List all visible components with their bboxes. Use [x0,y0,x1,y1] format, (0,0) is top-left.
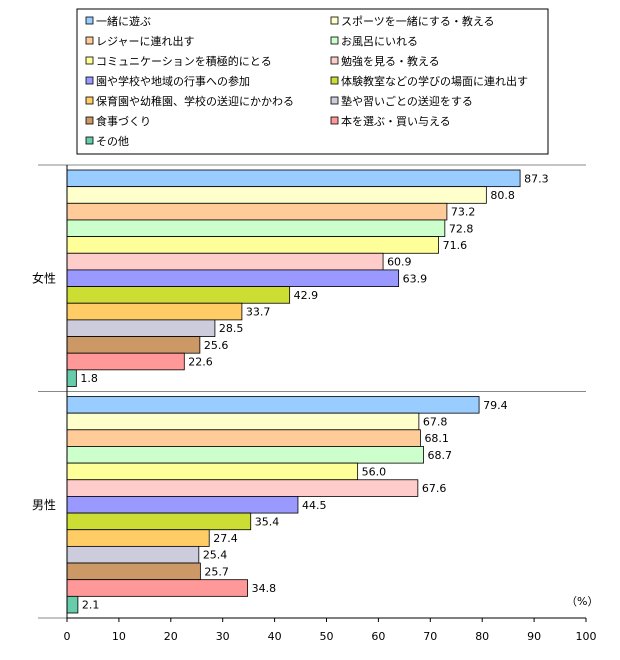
data-label: 56.0 [362,465,387,478]
x-tick-label: 0 [64,630,71,643]
x-tick-label: 20 [164,630,178,643]
legend-entry: 食事づくり [96,114,151,128]
data-label: 68.7 [428,449,453,462]
data-label: 34.8 [252,582,277,595]
legend-entry: レジャーに連れ出す [96,34,194,48]
legend-entry: 園や学校や地域の行事への参加 [96,74,250,88]
legend-swatch [85,76,94,85]
legend-entry: 塾や習いごとの送迎をする [341,94,473,108]
legend-entry: 勉強を見る・教える [341,54,440,68]
legend-swatch [85,116,94,125]
bar [66,512,252,531]
bar [66,169,521,188]
data-label: 67.8 [423,415,448,428]
legend-swatch [330,36,339,45]
bar [66,562,201,581]
bar [66,462,359,481]
category-label: 女性 [32,270,56,285]
data-label: 27.4 [213,532,238,545]
bar [66,496,299,514]
x-axis: 0 10 20 30 40 50 60 70 80 90 100 [64,165,597,643]
data-label: 67.6 [422,482,447,495]
plot-area: 87.3 80.8 73.2 72.8 71.6 60.9 63.9 42.9 33.728.5… [32,164,586,619]
legend-swatch [85,96,94,105]
legend-swatch [330,16,339,25]
x-tick-label: 10 [112,630,126,643]
legend-entry: その他 [96,135,129,148]
legend-entry: 一緒に遊ぶ [96,14,151,28]
x-tick-label: 60 [371,630,385,643]
x-tick-label: 100 [576,630,597,643]
bar [66,446,424,464]
data-label: 71.6 [443,239,468,252]
legend-swatch [330,56,339,65]
bar [66,302,243,321]
data-label: 80.8 [490,189,515,202]
bar [66,219,446,238]
legend-swatch [330,116,339,125]
x-tick-label: 40 [268,630,282,643]
data-label: 63.9 [403,272,428,285]
data-label: 79.4 [483,399,508,412]
data-label: 68.1 [424,432,449,445]
data-label: 22.6 [188,356,213,369]
bar [66,336,201,354]
bar [66,269,400,287]
x-tick-label: 50 [320,630,334,643]
bar [66,236,440,254]
data-label: 28.5 [219,322,244,335]
legend-box [76,8,549,155]
data-label: 25.6 [204,339,229,352]
data-label: 1.8 [80,372,98,385]
data-label: 35.4 [255,515,280,528]
x-tick-label: 30 [216,630,230,643]
data-label: 44.5 [302,499,327,512]
legend-swatch [330,76,339,85]
unit-label: （%） [566,595,598,608]
bar [66,186,487,204]
bar [66,545,200,564]
x-tick-label: 70 [423,630,437,643]
bar [66,579,249,597]
data-label: 25.7 [204,565,229,578]
legend-swatch [85,36,94,45]
x-tick-label: 90 [527,630,541,643]
bar [66,319,216,337]
bar [66,352,185,371]
bar [66,396,480,414]
legend-entry: 本を選ぶ・買い与える [341,114,451,128]
bar [66,429,421,447]
data-label: 2.1 [82,599,100,612]
legend-swatch [85,136,94,145]
data-label: 73.2 [451,206,476,219]
bar [66,595,79,614]
legend-entry: コミュニケーションを積極的にとる [96,54,272,68]
legend-entry: お風呂にいれる [341,35,418,48]
bar [66,529,210,547]
data-label: 25.4 [203,549,228,562]
legend-entry: スポーツを一緒にする・教える [341,14,495,28]
data-label: 87.3 [524,172,549,185]
legend-swatch [330,96,339,105]
data-label: 42.9 [294,289,319,302]
legend-swatch [85,16,94,25]
data-label: 60.9 [387,256,412,269]
bar [66,369,77,387]
data-label: 33.7 [246,306,271,319]
legend-swatch [85,56,94,65]
category-label: 男性 [32,498,56,512]
x-tick-label: 80 [475,630,489,643]
bar [66,286,291,304]
bar [66,252,384,271]
bar [66,479,419,497]
legend-entry: 体験教室などの学びの場面に連れ出す [341,74,528,88]
bar [66,412,420,431]
data-label: 72.8 [449,222,474,235]
legend-entry: 保育園や幼稚園、学校の送迎にかかわる [96,94,294,108]
bar [66,202,448,221]
